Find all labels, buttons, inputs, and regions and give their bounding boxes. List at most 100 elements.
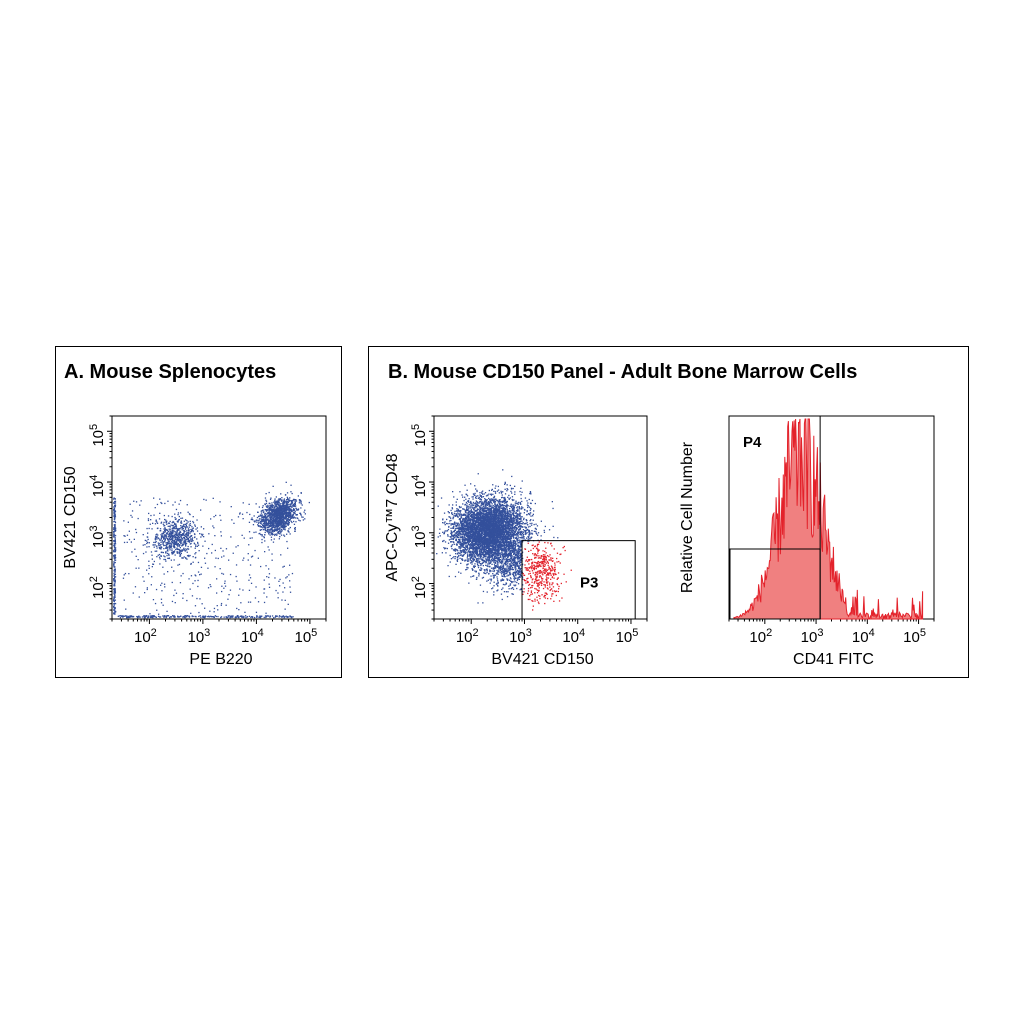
event-dot [238, 609, 240, 611]
event-dot [195, 615, 197, 618]
event-dot [148, 512, 150, 515]
event-dot [463, 508, 465, 510]
chart-2-ylabel: APC-Cy™7 CD48 [384, 453, 401, 581]
event-dot [269, 534, 271, 536]
event-dot [177, 543, 179, 546]
event-dot [134, 586, 137, 588]
event-dot [284, 500, 286, 503]
event-dot [272, 515, 274, 517]
event-dot [167, 530, 169, 533]
event-dot [502, 535, 504, 537]
event-dot [465, 551, 467, 553]
event-dot [487, 511, 489, 514]
event-dot [286, 496, 288, 498]
event-dot [208, 533, 210, 535]
event-dot [495, 505, 497, 507]
event-dot [287, 603, 289, 605]
event-dot [199, 574, 201, 576]
event-dot [177, 564, 179, 566]
event-dot [179, 582, 182, 584]
event-dot [468, 524, 470, 527]
event-dot [515, 524, 517, 527]
event-dot [294, 501, 296, 503]
event-dot [176, 543, 178, 545]
event-dot [455, 548, 457, 551]
event-dot [142, 552, 145, 555]
event-dot [280, 512, 282, 514]
event-dot [249, 601, 252, 603]
event-dot [274, 517, 276, 520]
event-dot [268, 530, 270, 532]
event-dot [468, 501, 470, 503]
event-dot [194, 574, 196, 576]
event-dot [181, 534, 183, 537]
event-dot [170, 559, 172, 561]
event-dot [270, 532, 272, 535]
event-dot [180, 575, 182, 577]
event-dot [287, 499, 289, 501]
event-dot [163, 555, 165, 557]
event-dot [482, 510, 484, 512]
event-dot [460, 572, 462, 574]
event-dot [275, 529, 277, 532]
event-dot [291, 492, 293, 495]
event-dot [267, 522, 269, 524]
event-dot [182, 534, 184, 536]
event-dot [125, 615, 127, 617]
event-dot [285, 500, 287, 502]
event-dot [240, 602, 242, 604]
event-dot [187, 533, 189, 535]
event-dot [201, 535, 203, 537]
event-dot [466, 503, 468, 505]
event-dot [262, 519, 265, 521]
event-dot [470, 557, 472, 559]
event-dot [128, 616, 130, 619]
event-dot [113, 589, 116, 591]
event-dot [114, 526, 116, 528]
event-dot [290, 520, 292, 522]
event-dot [183, 540, 185, 542]
event-dot [150, 514, 152, 517]
event-dot [168, 539, 170, 541]
event-dot [160, 547, 162, 549]
event-dot [277, 528, 279, 530]
event-dot [200, 616, 202, 618]
event-dot [135, 501, 138, 503]
event-dot [179, 549, 181, 551]
event-dot [439, 535, 441, 537]
event-dot [176, 551, 178, 553]
event-dot [211, 552, 213, 554]
event-dot [483, 541, 486, 544]
event-dot [171, 531, 173, 533]
event-dot [191, 540, 193, 542]
event-dot [268, 506, 270, 508]
event-dot [175, 518, 177, 520]
event-dot [274, 519, 276, 521]
event-dot [289, 503, 291, 505]
event-dot [291, 506, 293, 508]
event-dot [287, 522, 289, 524]
event-dot [462, 540, 464, 542]
event-dot [166, 546, 168, 548]
event-dot [164, 535, 167, 537]
event-dot [152, 563, 155, 565]
event-dot [277, 507, 279, 509]
event-dot [132, 592, 134, 594]
event-dot [277, 503, 279, 505]
event-dot [196, 519, 198, 521]
event-dot [286, 518, 288, 520]
event-dot [237, 615, 239, 618]
event-dot [451, 527, 454, 529]
event-dot [237, 615, 239, 617]
event-dot [482, 560, 484, 562]
event-dot [247, 601, 250, 603]
event-dot [271, 522, 273, 524]
event-dot [194, 557, 197, 559]
event-dot [113, 599, 115, 601]
event-dot [280, 532, 282, 534]
event-dot [458, 538, 460, 541]
event-dot [178, 534, 180, 536]
event-dot [231, 519, 233, 521]
event-dot [457, 516, 459, 518]
event-dot [114, 530, 116, 532]
